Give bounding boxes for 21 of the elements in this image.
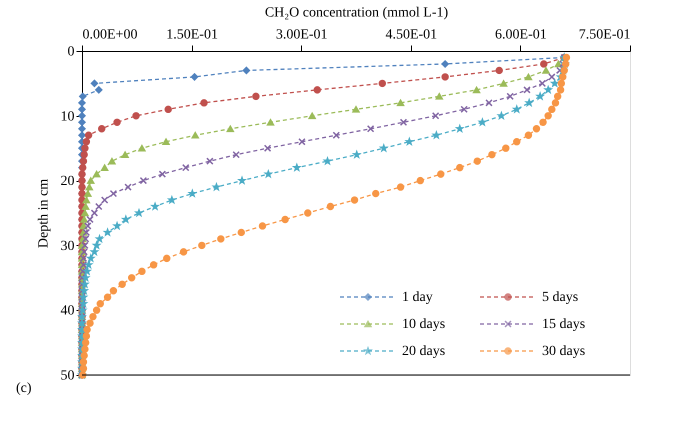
y-tick-label: 30	[60, 238, 74, 254]
y-tick-label: 0	[68, 44, 74, 60]
y-tick-label: 10	[60, 109, 74, 124]
y-tick-label: 40	[60, 304, 74, 319]
x-tick-label: 7.50E-01	[578, 28, 630, 42]
legend-label: 15 days	[542, 317, 586, 332]
x-tick-label: 6.00E-01	[495, 28, 547, 42]
x-tick-label: 3.00E-01	[276, 28, 328, 42]
x-tick-label: 1.50E-01	[166, 28, 218, 42]
x-tick-label: 0.00E+00	[82, 28, 138, 42]
y-tick-label: 50	[60, 368, 74, 384]
text: (c)	[16, 381, 32, 396]
legend-label: 5 days	[542, 290, 578, 305]
legend-label: 1 day	[402, 290, 433, 305]
legend-label: 20 days	[402, 344, 446, 359]
y-tick-label: 20	[60, 174, 74, 190]
y-axis-title: Depth in cm	[36, 178, 52, 248]
legend-label: 30 days	[542, 344, 586, 359]
x-axis-title: CH₂O concentration (mmol L-1)	[264, 6, 448, 20]
legend-label: 10 days	[402, 317, 446, 332]
x-tick-label: 4.50E-01	[385, 28, 438, 42]
